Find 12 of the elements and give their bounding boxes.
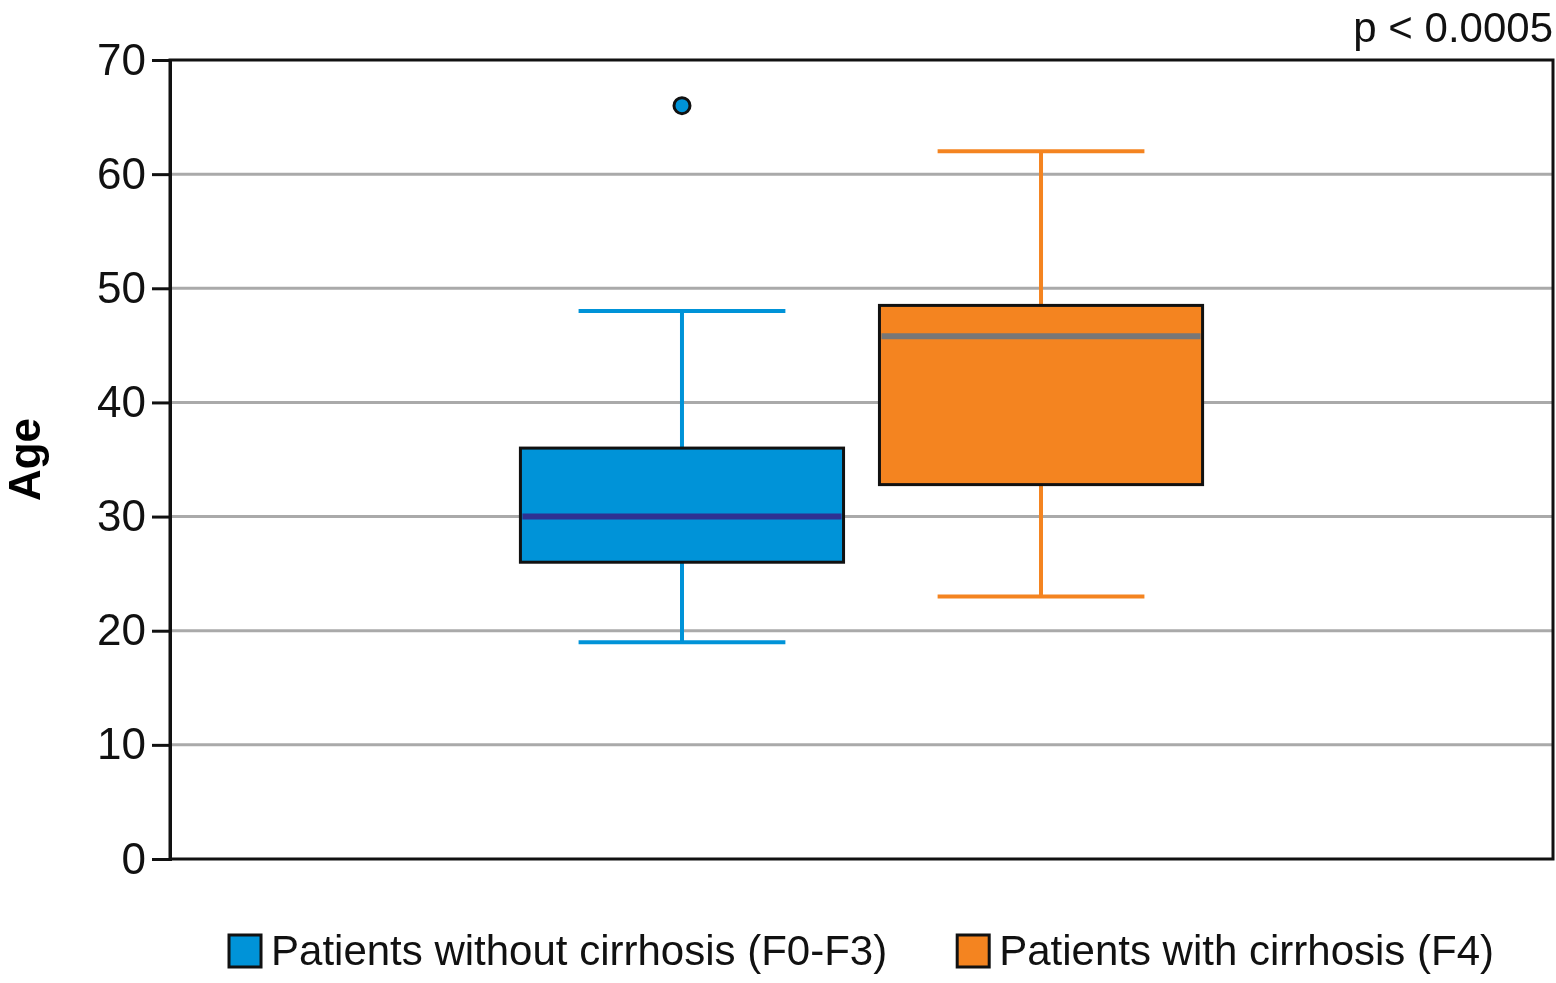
text: p < 0.0005: [1353, 4, 1553, 51]
legend-label: Patients with cirrhosis (F4): [999, 927, 1494, 974]
y-tick-label: 40: [97, 377, 146, 427]
y-axis-title: Age: [0, 417, 49, 502]
y-tick-label: 70: [97, 34, 146, 84]
legend-label: Patients without cirrhosis (F0-F3): [271, 927, 888, 974]
y-tick-label: 20: [97, 605, 146, 655]
y-tick-label: 50: [97, 262, 146, 312]
y-tick-label: 10: [97, 719, 146, 769]
y-tick-label: 60: [97, 148, 146, 198]
y-tick-label: 0: [121, 833, 146, 883]
y-tick-label: 30: [97, 491, 146, 541]
